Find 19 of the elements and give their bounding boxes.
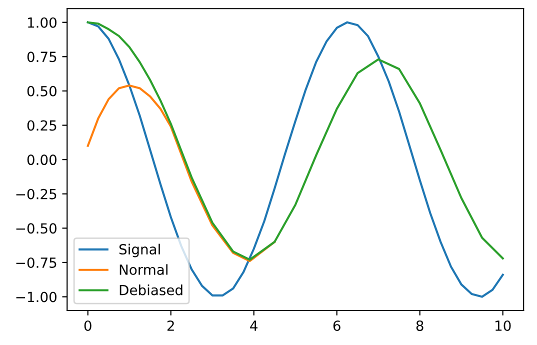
legend-label: Signal (119, 244, 160, 258)
y-tick-label: −1.00 (16, 292, 56, 302)
x-tick-label: 10 (496, 320, 511, 331)
legend-label: Debiased (120, 284, 182, 296)
legend-label: Normal (120, 264, 168, 275)
line-series (86, 84, 276, 262)
y-tick-label: −0.75 (16, 257, 56, 268)
x-tick-label: 4 (250, 320, 258, 331)
y-tick-label: 0.75 (27, 52, 56, 62)
y-tick-label: 1.00 (28, 17, 56, 28)
y-tick-label: −0.25 (16, 188, 56, 200)
y-tick-label: 0.00 (27, 154, 56, 166)
y-tick-label: 0.50 (27, 86, 56, 96)
y-tick-label: −0.50 (16, 223, 56, 234)
x-tick-label: 0 (84, 320, 92, 331)
x-tick-label: 6 (333, 320, 340, 331)
y-tick-label: 0.25 (27, 120, 56, 131)
x-tick-label: 2 (167, 320, 174, 331)
x-tick-label: 8 (416, 320, 424, 331)
